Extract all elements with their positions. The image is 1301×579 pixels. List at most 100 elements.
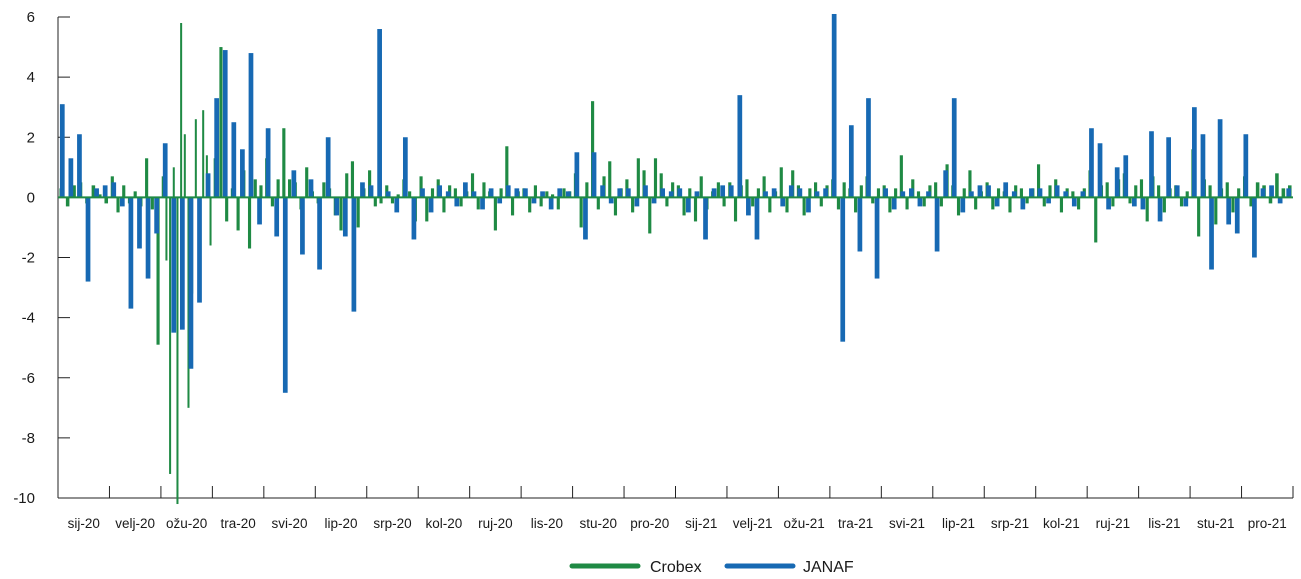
bar-crobex [631, 197, 635, 213]
bar-crobex [528, 197, 532, 213]
bar-crobex [1134, 185, 1138, 198]
bar-janaf [85, 197, 91, 282]
bar-janaf [325, 137, 331, 198]
bar-janaf [651, 197, 657, 204]
bar-janaf [334, 197, 340, 216]
bar-crobex [608, 161, 612, 198]
bar-crobex [956, 197, 961, 216]
bar-crobex [751, 197, 755, 207]
bar-janaf [360, 182, 365, 198]
bar-janaf [591, 152, 597, 198]
bar-janaf [943, 170, 949, 198]
bar-crobex [653, 158, 658, 198]
bar-janaf [1200, 134, 1206, 198]
bar-crobex [247, 197, 252, 249]
bar-janaf [711, 188, 717, 198]
bar-janaf [677, 188, 683, 198]
bar-janaf [694, 191, 700, 198]
bar-janaf [248, 53, 254, 198]
bar-crobex [72, 185, 76, 198]
bar-janaf [926, 191, 931, 198]
bar-janaf [317, 197, 322, 270]
bar-crobex [1145, 197, 1149, 222]
x-tick-label: sij-21 [685, 516, 717, 531]
bar-crobex [579, 197, 583, 228]
bar-crobex [648, 197, 652, 234]
bar-crobex [161, 176, 164, 198]
bar-janaf [463, 182, 468, 198]
bar-janaf [214, 98, 220, 198]
bar-crobex [1281, 188, 1286, 198]
series-janaf-bars [59, 13, 1292, 393]
bar-crobex [585, 182, 589, 198]
bar-crobex [1275, 173, 1279, 198]
bar-janaf [883, 188, 888, 198]
bar-crobex [1036, 164, 1041, 198]
bar-crobex [722, 197, 726, 207]
bar-janaf [565, 191, 571, 198]
bar-crobex [762, 176, 766, 198]
bar-janaf [1260, 188, 1266, 198]
bar-janaf [806, 197, 811, 213]
bar-crobex [156, 197, 160, 345]
y-axis: 6 4 2 0 -2 -4 -6 -8 -10 [13, 9, 70, 507]
bar-janaf [660, 188, 665, 198]
bar-janaf [1097, 143, 1103, 198]
bar-crobex [104, 197, 109, 204]
bar-crobex [476, 197, 480, 210]
bar-crobex [968, 170, 972, 198]
bar-janaf [1234, 197, 1240, 234]
bar-crobex [270, 197, 274, 207]
bar-crobex [116, 197, 120, 213]
bar-janaf [874, 197, 880, 279]
bar-crobex [785, 197, 789, 213]
bar-janaf [1003, 182, 1009, 198]
bar-crobex [1008, 197, 1012, 213]
bar-janaf [557, 188, 563, 198]
bar-crobex [390, 197, 395, 204]
bar-crobex [202, 110, 205, 198]
bar-crobex [1249, 197, 1253, 207]
bar-crobex [172, 167, 175, 198]
bar-crobex [1185, 191, 1189, 198]
bar-janaf [917, 197, 923, 207]
legend: Crobex JANAF [569, 559, 854, 576]
bar-crobex [183, 134, 186, 198]
bar-janaf [763, 191, 768, 198]
bar-janaf [583, 197, 588, 240]
bar-crobex [442, 197, 446, 213]
bar-crobex [591, 101, 595, 198]
bar-crobex [1019, 188, 1023, 198]
bar-crobex [699, 176, 703, 198]
bar-crobex [276, 179, 280, 198]
bar-crobex [98, 194, 102, 198]
bar-crobex [962, 188, 966, 198]
x-tick-label: sij-20 [68, 516, 100, 531]
bar-crobex [876, 188, 881, 198]
y-tick-label: -10 [13, 490, 35, 507]
bar-crobex [470, 173, 475, 198]
bar-crobex [894, 188, 898, 198]
bar-crobex [1157, 185, 1161, 198]
bar-crobex [636, 158, 640, 198]
bar-crobex [180, 23, 183, 198]
bar-janaf [257, 197, 262, 225]
bar-crobex [693, 197, 698, 222]
bar-crobex [169, 197, 172, 474]
bar-janaf [1080, 191, 1086, 198]
bar-janaf [420, 188, 425, 198]
bar-janaf [368, 185, 374, 198]
bar-crobex [716, 182, 720, 198]
bar-janaf [1226, 197, 1232, 225]
bar-crobex [842, 182, 846, 198]
bar-crobex [1231, 197, 1235, 213]
bar-janaf [1243, 134, 1249, 198]
y-tick-label: -4 [22, 310, 35, 327]
x-tick-label: svi-20 [272, 516, 308, 531]
bar-janaf [840, 197, 846, 342]
bar-crobex [922, 197, 926, 207]
bar-crobex [65, 197, 70, 207]
bar-janaf [1149, 131, 1154, 198]
